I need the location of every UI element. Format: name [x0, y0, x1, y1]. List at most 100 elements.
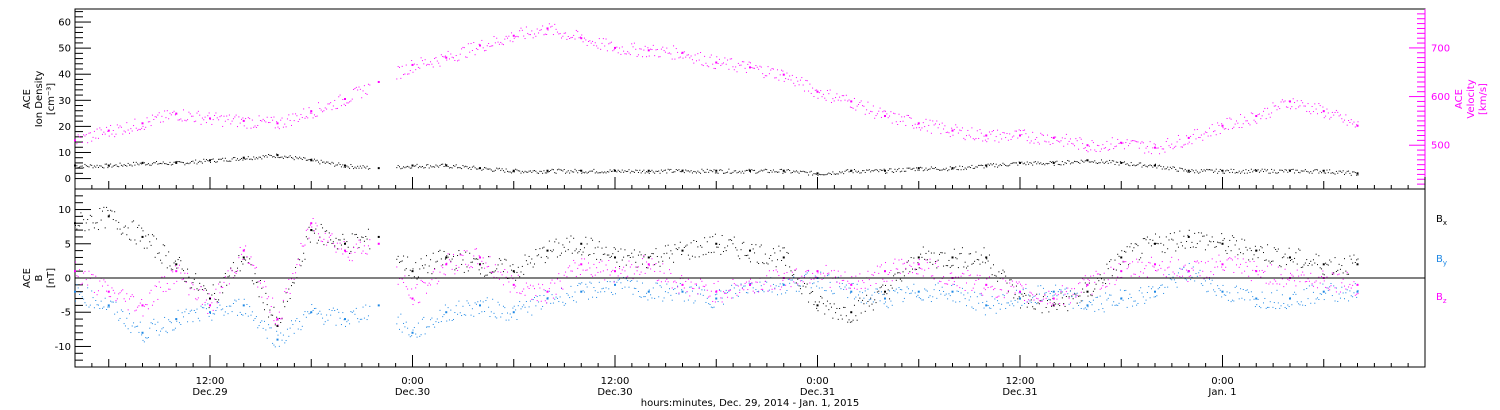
data-texture-point: [251, 280, 253, 282]
data-texture-point: [1032, 164, 1034, 166]
data-texture-point: [1049, 161, 1051, 163]
data-texture-point: [628, 255, 630, 257]
data-texture-point: [832, 317, 834, 319]
data-texture-point: [1223, 128, 1225, 130]
data-texture-point: [836, 307, 838, 309]
data-texture-point: [1182, 168, 1183, 170]
data-texture-point: [1319, 267, 1321, 269]
data-texture-point: [970, 167, 972, 169]
data-texture-point: [968, 253, 970, 255]
data-texture-point: [802, 281, 804, 283]
data-texture-point: [494, 42, 496, 44]
data-texture-point: [1095, 283, 1097, 285]
data-texture-point: [729, 289, 731, 291]
data-texture-point: [732, 171, 734, 173]
data-texture-point: [458, 167, 460, 169]
data-texture-point: [1029, 300, 1031, 302]
data-texture-point: [1025, 164, 1027, 166]
data-texture-point: [934, 167, 936, 169]
data-texture-point: [902, 271, 904, 273]
data-point: [614, 256, 616, 259]
data-texture-point: [270, 116, 272, 118]
data-texture-point: [960, 169, 962, 171]
data-texture-point: [952, 168, 954, 170]
data-texture-point: [1052, 161, 1054, 163]
data-texture-point: [442, 267, 444, 269]
data-texture-point: [737, 285, 739, 287]
data-texture-point: [261, 120, 263, 122]
data-texture-point: [89, 164, 91, 166]
data-texture-point: [739, 289, 741, 291]
data-texture-point: [484, 275, 486, 277]
data-texture-point: [432, 252, 434, 254]
data-texture-point: [331, 233, 333, 235]
data-texture-point: [826, 173, 828, 175]
data-texture-point: [701, 168, 703, 170]
data-texture-point: [471, 166, 473, 168]
data-texture-point: [1279, 307, 1281, 309]
data-texture-point: [336, 107, 338, 109]
data-texture-point: [1123, 290, 1125, 292]
data-texture-point: [278, 317, 280, 319]
data-texture-point: [1211, 124, 1213, 126]
data-texture-point: [612, 269, 614, 271]
data-texture-point: [959, 287, 961, 289]
data-texture-point: [1303, 289, 1305, 291]
data-texture-point: [1210, 271, 1212, 273]
data-point: [917, 122, 920, 125]
data-texture-point: [574, 168, 576, 170]
data-texture-point: [1141, 292, 1143, 294]
data-texture-point: [951, 272, 953, 274]
data-texture-point: [712, 63, 714, 65]
data-texture-point: [497, 168, 499, 170]
data-texture-point: [666, 278, 668, 280]
data-texture-point: [786, 272, 788, 274]
data-texture-point: [1142, 272, 1144, 274]
data-texture-point: [172, 163, 174, 165]
data-texture-point: [276, 319, 278, 321]
data-texture-point: [1072, 293, 1074, 295]
data-texture-point: [744, 282, 746, 284]
data-texture-point: [1105, 283, 1107, 285]
data-texture-point: [1353, 254, 1355, 256]
data-texture-point: [517, 36, 519, 38]
data-texture-point: [161, 115, 163, 117]
data-texture-point: [1044, 294, 1046, 296]
data-texture-point: [642, 170, 643, 172]
data-texture-point: [779, 74, 781, 76]
data-texture-point: [1036, 297, 1038, 299]
data-texture-point: [226, 115, 228, 117]
data-texture-point: [1028, 299, 1030, 301]
data-texture-point: [1040, 162, 1042, 164]
data-texture-point: [709, 169, 711, 171]
data-texture-point: [593, 168, 595, 170]
data-texture-point: [1182, 275, 1183, 277]
data-texture-point: [1349, 255, 1351, 257]
data-texture-point: [355, 233, 357, 235]
data-texture-point: [205, 299, 207, 301]
data-texture-point: [332, 307, 334, 309]
data-texture-point: [139, 162, 141, 164]
data-texture-point: [816, 276, 818, 278]
data-texture-point: [1211, 258, 1213, 260]
data-texture-point: [589, 254, 591, 256]
data-texture-point: [1065, 287, 1067, 289]
data-texture-point: [821, 278, 823, 280]
data-texture-point: [1114, 259, 1116, 261]
data-texture-point: [107, 306, 109, 308]
data-texture-point: [949, 272, 951, 274]
data-texture-point: [554, 241, 556, 243]
data-texture-point: [273, 320, 275, 322]
data-texture-point: [713, 283, 715, 285]
data-texture-point: [1195, 247, 1197, 249]
data-texture-point: [276, 316, 278, 318]
data-texture-point: [173, 262, 175, 264]
data-texture-point: [669, 269, 670, 271]
data-texture-point: [840, 100, 842, 102]
data-texture-point: [357, 318, 359, 320]
data-texture-point: [546, 256, 548, 258]
data-texture-point: [635, 288, 637, 290]
data-texture-point: [925, 289, 927, 291]
data-texture-point: [453, 318, 454, 320]
data-texture-point: [431, 63, 433, 65]
